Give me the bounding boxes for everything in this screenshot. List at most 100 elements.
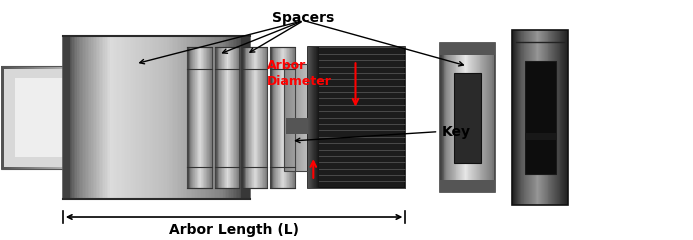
Bar (486, 43, 487, 192)
Bar (542, 30, 543, 205)
Bar (44, 66, 46, 169)
Bar (170, 36, 172, 199)
Bar (8, 66, 10, 169)
Bar (76, 66, 77, 169)
Bar (441, 43, 443, 192)
Bar (517, 30, 518, 205)
Bar (7, 66, 8, 169)
Bar (539, 30, 540, 205)
Bar (119, 36, 121, 199)
Bar (139, 36, 141, 199)
Bar (541, 30, 542, 205)
Bar (308, 48, 405, 188)
Bar (440, 43, 495, 55)
Bar (40, 66, 42, 169)
Bar (477, 43, 479, 192)
Bar (183, 36, 184, 199)
Bar (122, 36, 123, 199)
Bar (191, 36, 192, 199)
Bar (31, 66, 33, 169)
Bar (519, 30, 520, 205)
Bar (1, 66, 80, 169)
Bar (72, 36, 74, 199)
Bar (146, 36, 147, 199)
Bar (153, 36, 155, 199)
Bar (543, 30, 544, 205)
Bar (485, 43, 486, 192)
Bar (108, 36, 109, 199)
Bar (167, 36, 169, 199)
Bar (85, 36, 87, 199)
Bar (447, 43, 448, 192)
Bar (483, 43, 484, 192)
Bar (562, 30, 563, 205)
Bar (187, 36, 189, 199)
Bar (60, 66, 62, 169)
Bar (113, 36, 114, 199)
Bar (440, 43, 495, 192)
Bar (459, 43, 460, 192)
Bar (547, 30, 548, 205)
Bar (243, 36, 245, 199)
Bar (181, 36, 183, 199)
Bar (245, 36, 247, 199)
Bar (141, 36, 142, 199)
Bar (158, 36, 159, 199)
Bar (198, 36, 200, 199)
Bar (214, 36, 216, 199)
Bar (195, 36, 197, 199)
Bar (172, 36, 173, 199)
Bar (179, 36, 181, 199)
Bar (476, 43, 477, 192)
Bar (79, 66, 80, 169)
Bar (202, 36, 203, 199)
Bar (89, 36, 91, 199)
Bar (114, 36, 116, 199)
Bar (243, 48, 267, 188)
Bar (464, 43, 465, 192)
Bar (228, 36, 229, 199)
Bar (17, 66, 19, 169)
Bar (531, 30, 532, 205)
Bar (443, 43, 444, 192)
Bar (68, 36, 69, 199)
Bar (64, 36, 66, 199)
Bar (42, 66, 44, 169)
Bar (133, 36, 134, 199)
Bar (63, 36, 64, 199)
Bar (63, 36, 249, 199)
Bar (159, 36, 161, 199)
Bar (58, 66, 60, 169)
Bar (166, 36, 167, 199)
Bar (63, 36, 70, 199)
Bar (83, 36, 85, 199)
Bar (155, 36, 157, 199)
Bar (178, 36, 179, 199)
Bar (530, 30, 531, 205)
Bar (142, 36, 144, 199)
Bar (463, 43, 464, 192)
Bar (186, 36, 187, 199)
Bar (532, 30, 533, 205)
Bar (465, 43, 466, 192)
Bar (553, 30, 554, 205)
Bar (525, 61, 556, 174)
Bar (209, 36, 211, 199)
Bar (130, 36, 132, 199)
Bar (522, 30, 523, 205)
Bar (138, 36, 139, 199)
Bar (147, 36, 148, 199)
Bar (286, 118, 313, 134)
Bar (74, 36, 76, 199)
Bar (200, 36, 202, 199)
Bar (4, 68, 73, 167)
Bar (551, 30, 552, 205)
Bar (39, 66, 40, 169)
Bar (187, 48, 211, 188)
Bar (482, 43, 483, 192)
Bar (97, 36, 98, 199)
Bar (91, 36, 92, 199)
Bar (538, 30, 539, 205)
Bar (33, 66, 35, 169)
Bar (80, 36, 82, 199)
